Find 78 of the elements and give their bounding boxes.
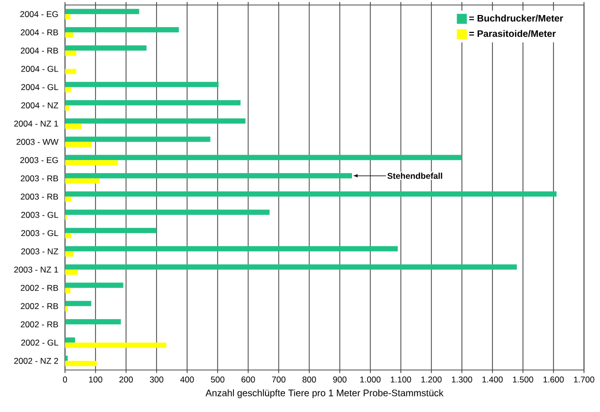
bar (65, 178, 100, 184)
x-tick-label: 1.700 (574, 376, 594, 382)
bar (65, 264, 517, 270)
legend-label: = Parasitoide/Meter (469, 30, 556, 38)
x-tick-label: 200 (119, 376, 133, 382)
x-tick-label: 0 (62, 376, 68, 382)
bar (65, 118, 246, 124)
x-tick-label: 1.600 (544, 376, 564, 382)
bar (65, 45, 147, 51)
x-tick-label: 700 (272, 376, 286, 382)
y-tick-label: 2004 - NZ (21, 102, 58, 108)
x-tick-label: 600 (242, 376, 255, 382)
bar (65, 282, 124, 288)
bar (65, 124, 82, 129)
y-tick-label: 2002 - NZ 2 (14, 358, 58, 364)
bar (65, 210, 270, 215)
y-tick-label: 2004 - RB (20, 48, 58, 54)
bar (65, 288, 70, 294)
x-tick-label: 100 (89, 376, 102, 382)
x-axis-title: Anzahl geschlüpfte Tiere pro 1 Meter Probe-Stammstück (206, 389, 444, 398)
bar (65, 100, 241, 106)
y-tick-label: 2003 - NZ 1 (14, 266, 58, 273)
x-tick-label: 1.100 (390, 376, 412, 382)
bar (65, 14, 70, 20)
bar (65, 360, 97, 366)
bar (65, 196, 72, 202)
x-tick-label: 500 (210, 376, 224, 382)
x-tick-label: 900 (333, 376, 346, 382)
y-tick-label: 2004 - EG (20, 11, 58, 18)
annotation: Stehendbefall (387, 172, 442, 179)
bar (65, 251, 74, 257)
y-tick-label: 2002 - RB (20, 284, 58, 291)
legend-label: = Buchdrucker/Meter (469, 14, 564, 22)
bar (65, 300, 92, 306)
bar (65, 105, 70, 111)
bar (65, 136, 210, 142)
x-tick-label: 800 (302, 376, 316, 382)
bar (65, 319, 121, 324)
y-tick-label: 2004 - GL (21, 66, 58, 72)
bar (65, 228, 157, 234)
bar (65, 68, 76, 74)
bar (65, 32, 74, 38)
x-tick-label: 400 (180, 376, 194, 382)
y-tick-label: 2003 - RB (20, 194, 58, 200)
bar (65, 50, 76, 56)
y-tick-label: 2002 - RB (20, 321, 58, 328)
x-tick-label: 1.000 (360, 376, 381, 382)
bar (65, 342, 166, 348)
y-tick-label: 2004 - GL (21, 84, 58, 90)
bar (65, 270, 78, 275)
x-tick-label: 1.500 (512, 376, 534, 382)
bar (65, 8, 140, 14)
x-tick-label: 1.400 (482, 376, 503, 382)
bar (65, 87, 72, 92)
bar (65, 246, 398, 252)
bar (65, 142, 92, 148)
y-tick-label: 2002 - RB (20, 303, 58, 310)
y-tick-label: 2003 - NZ (21, 248, 58, 254)
bar (65, 160, 118, 166)
bar (65, 191, 557, 197)
y-tick-label: 2003 - GL (21, 230, 58, 236)
bar (65, 27, 179, 32)
y-tick-label: 2003 - GL (21, 212, 58, 218)
y-tick-label: 2002 - GL (21, 340, 58, 346)
bar (65, 233, 72, 238)
bar (65, 356, 68, 361)
bar (65, 154, 462, 160)
y-tick-label: 2003 - WW (16, 138, 58, 145)
x-tick-label: 1.300 (452, 376, 472, 382)
bar (65, 306, 68, 312)
y-tick-label: 2004 - RB (20, 29, 58, 36)
x-tick-label: 300 (150, 376, 164, 382)
bar (65, 337, 76, 343)
x-tick-label: 1.200 (421, 376, 442, 382)
y-tick-label: 2004 - NZ 1 (14, 120, 58, 127)
y-tick-label: 2003 - RB (20, 175, 58, 182)
y-tick-label: 2003 - EG (20, 157, 58, 164)
bar (65, 82, 219, 88)
